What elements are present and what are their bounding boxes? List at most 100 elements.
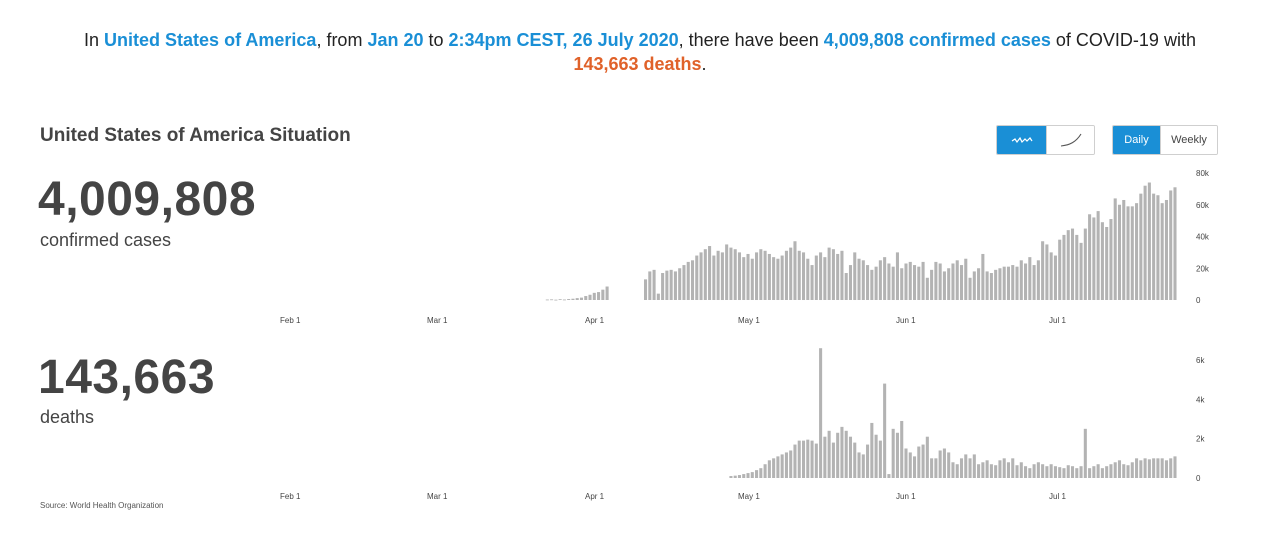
cases-bar [819, 252, 823, 301]
cases-bar [921, 261, 925, 300]
deaths-bar [857, 452, 861, 478]
cases-bar [844, 273, 848, 300]
line-style-button[interactable] [1046, 126, 1094, 154]
deaths-bar [1152, 458, 1156, 478]
deaths-bar [972, 454, 976, 478]
deaths-bar [1049, 464, 1053, 478]
cases-bar [746, 253, 750, 300]
cases-bar [1164, 199, 1168, 300]
cases-bar [772, 257, 776, 300]
curve-line-icon [1060, 133, 1081, 147]
cases-bar [900, 268, 904, 300]
cases-bar [562, 299, 566, 301]
cases-bar [947, 268, 951, 300]
deaths-bar [985, 460, 989, 478]
cases-bar [708, 246, 712, 300]
deaths-bar [959, 458, 964, 478]
deaths-bar [733, 475, 737, 478]
daily-button[interactable]: Daily [1113, 126, 1160, 154]
deaths-bar [1156, 458, 1160, 478]
summary-deaths: 143,663 deaths [573, 54, 702, 74]
deaths-bar [913, 456, 917, 478]
cases-bar [1011, 265, 1015, 300]
cases-bar [690, 260, 695, 300]
deaths-bar [1109, 464, 1113, 478]
cases-bar [1135, 203, 1139, 300]
cases-bar [695, 255, 699, 300]
bar-style-button[interactable] [997, 126, 1046, 154]
cases-bar [567, 299, 571, 300]
cases-bar [1015, 266, 1019, 300]
deaths-bar [870, 422, 874, 478]
deaths-x-tick-label: Mar 1 [427, 492, 448, 501]
cases-bar [597, 292, 601, 300]
cases-bar [789, 247, 793, 300]
cases-y-tick-label: 0 [1196, 296, 1201, 305]
deaths-bar [848, 436, 853, 478]
deaths-bar [746, 473, 750, 478]
situation-title: United States of America Situation [40, 125, 351, 146]
cases-bar [1147, 182, 1151, 300]
deaths-bar [1130, 462, 1134, 478]
cases-y-tick-label: 60k [1196, 201, 1210, 210]
cases-bar [964, 258, 968, 300]
summary-to: to [423, 30, 449, 50]
cases-chart: 80k 60k 40k 20k 0 Feb 1 Mar 1 Apr 1 May 1 Jun 1 Ju… [280, 169, 1210, 325]
deaths-bar [968, 458, 972, 478]
deaths-bar [772, 458, 776, 478]
cases-bar [1156, 195, 1160, 300]
cases-bar [1160, 203, 1164, 300]
cases-bar [592, 292, 596, 300]
cases-bar [857, 258, 861, 300]
cases-bar [870, 269, 874, 300]
deaths-bar [831, 442, 835, 478]
deaths-bar [814, 443, 818, 478]
cases-bar [934, 261, 938, 300]
cases-bar [1130, 206, 1134, 300]
cases-bar [908, 261, 912, 300]
cases-bar [925, 277, 929, 300]
deaths-bar [776, 456, 780, 478]
summary-prefix: In [84, 30, 105, 50]
deaths-bar [853, 442, 857, 478]
deaths-bar [1117, 460, 1122, 478]
deaths-bar [989, 464, 993, 478]
deaths-bar [883, 383, 887, 478]
deaths-label: deaths [40, 407, 95, 427]
cases-bar [1032, 265, 1036, 300]
deaths-bar [998, 460, 1002, 478]
cases-bar [665, 270, 669, 300]
deaths-bar [1139, 460, 1143, 478]
deaths-bar [866, 444, 870, 478]
cases-bar [994, 269, 998, 300]
cases-bar [989, 273, 993, 300]
cases-x-tick-label: Feb 1 [280, 316, 301, 325]
cases-bar [601, 289, 605, 300]
deaths-bar [1028, 468, 1032, 478]
cases-bar [1075, 234, 1079, 300]
cases-bar [571, 298, 575, 300]
cases-bar [814, 255, 818, 300]
summary-sentence: In United States of America, from Jan 20… [40, 28, 1240, 76]
deaths-bar [904, 448, 908, 478]
cases-bar [584, 296, 588, 300]
deaths-y-tick-label: 4k [1196, 395, 1205, 404]
deaths-bar [887, 474, 891, 478]
deaths-bar [801, 440, 806, 478]
cases-bar [1045, 244, 1049, 300]
deaths-bar [861, 454, 865, 478]
cases-bar [686, 261, 690, 300]
deaths-bar [1079, 466, 1083, 478]
cases-bar [866, 265, 870, 300]
summary-middle: , there have been [678, 30, 824, 50]
deaths-bar [1147, 459, 1151, 478]
cases-bar [729, 247, 733, 300]
weekly-button[interactable]: Weekly [1160, 126, 1217, 154]
deaths-bar [840, 426, 844, 478]
cases-bar [1143, 185, 1147, 300]
deaths-bar [1075, 468, 1079, 478]
deaths-bar [1024, 466, 1028, 478]
cases-bar [1152, 193, 1156, 300]
cases-y-tick-label: 20k [1196, 264, 1210, 273]
chart-style-toggle [996, 125, 1095, 155]
